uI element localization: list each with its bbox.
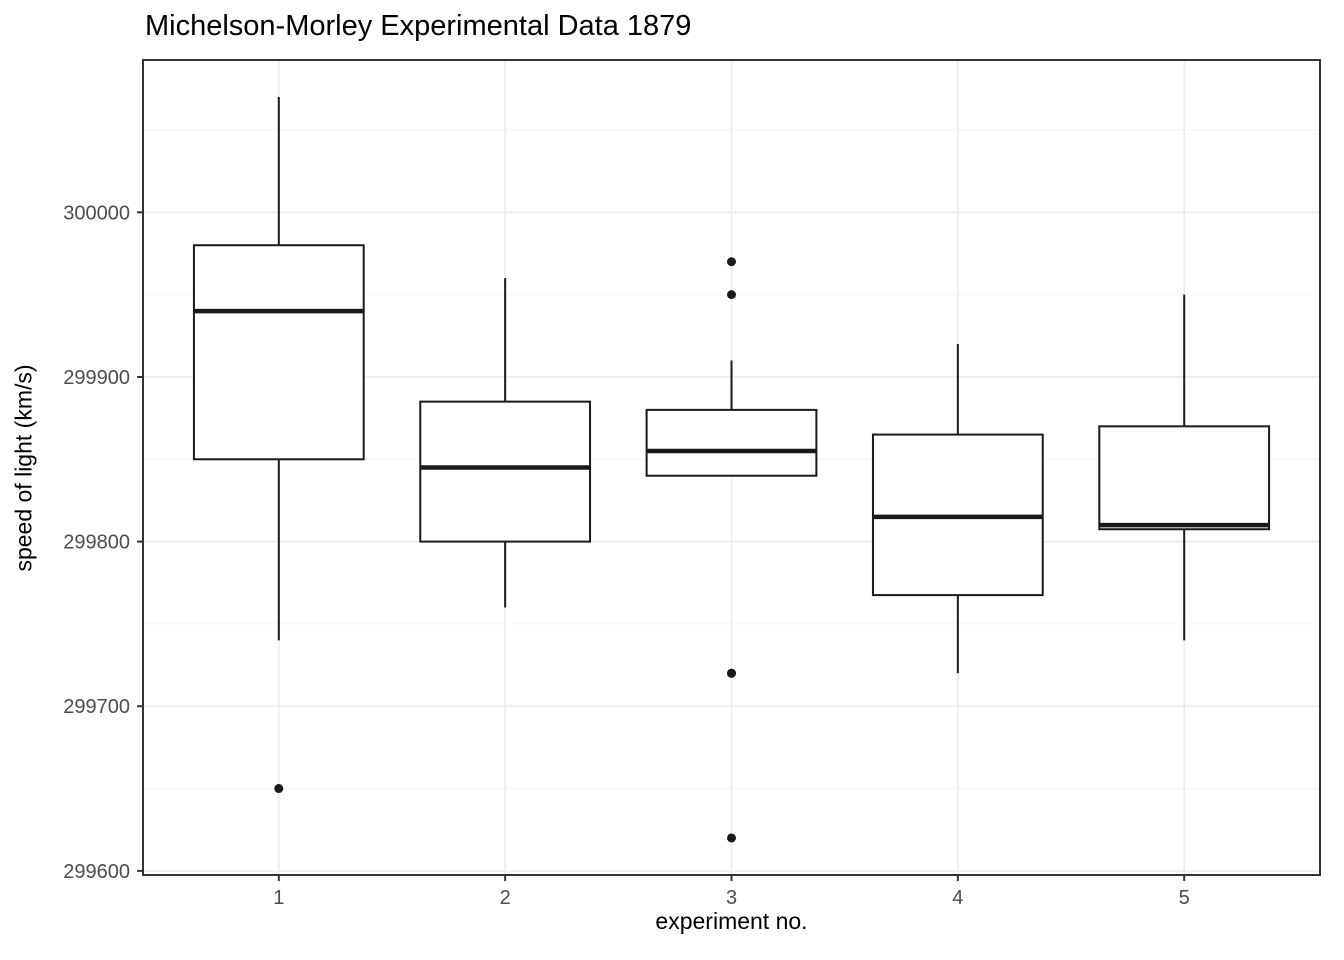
x-axis-title: experiment no.	[655, 908, 808, 934]
iqr-box	[192, 244, 365, 461]
x-tick-label: 1	[273, 887, 284, 909]
y-tick-label: 299800	[63, 532, 130, 554]
x-tick-label: 4	[952, 887, 963, 909]
x-tick-label: 5	[1179, 887, 1190, 909]
y-axis-title: speed of light (km/s)	[10, 364, 37, 572]
iqr-box	[645, 408, 818, 477]
outlier-point	[274, 784, 284, 794]
iqr-box	[1098, 425, 1271, 531]
outlier-point	[727, 257, 736, 267]
y-tick-label: 299900	[63, 367, 130, 389]
y-tick-label: 300000	[63, 202, 130, 224]
x-tick-label: 2	[500, 887, 511, 909]
x-tick-label: 3	[726, 887, 737, 909]
outlier-point	[727, 668, 736, 678]
y-tick-label: 299700	[63, 696, 130, 718]
iqr-box	[419, 400, 592, 543]
outlier-point	[727, 290, 736, 300]
chart-title: Michelson-Morley Experimental Data 1879	[145, 10, 692, 42]
y-tick-label: 299600	[63, 861, 130, 883]
outlier-point	[727, 833, 736, 843]
